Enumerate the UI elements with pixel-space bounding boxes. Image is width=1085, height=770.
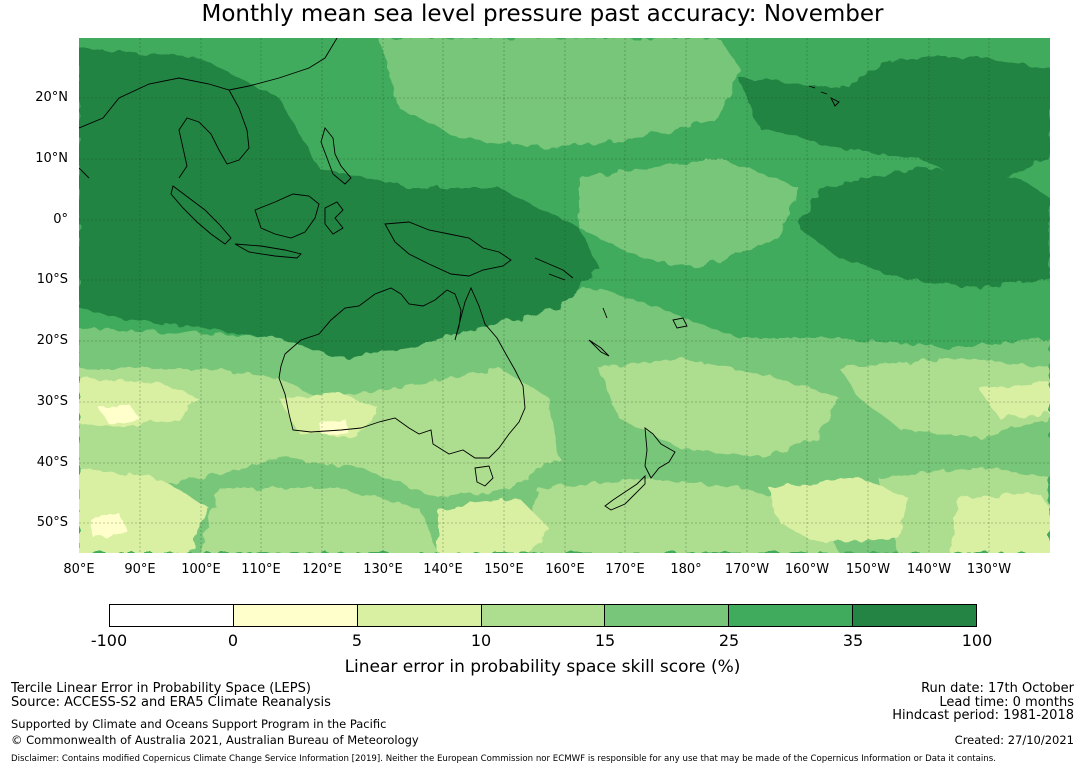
fiji-coast	[672, 317, 688, 329]
lon-label-140e: 140°E	[423, 562, 463, 577]
colorbar-segment	[481, 605, 606, 626]
lat-label-0: 0°	[53, 212, 68, 227]
sulawesi-coast	[324, 201, 344, 235]
new-zealand-south-coast	[604, 474, 646, 511]
footer-created: Created: 27/10/2021	[954, 733, 1074, 747]
colorbar-tick: -100	[90, 631, 128, 650]
colorbar-segment	[729, 605, 854, 626]
colorbar-segment	[605, 605, 730, 626]
new-caledonia-coast	[588, 339, 610, 357]
sumatra-coast	[170, 185, 232, 245]
footer-method: Tercile Linear Error in Probability Spac…	[11, 681, 311, 696]
footer-copyright: © Commonwealth of Australia 2021, Austra…	[11, 733, 419, 747]
lon-label-130w: 130°W	[966, 562, 1012, 577]
lon-label-160w: 160°W	[784, 562, 830, 577]
lon-label-150e: 150°E	[484, 562, 524, 577]
footer-support: Supported by Climate and Oceans Support …	[11, 717, 387, 731]
colorbar-segment	[110, 605, 234, 626]
lon-label-90e: 90°E	[124, 562, 156, 577]
colorbar-tick: 5	[351, 631, 363, 650]
lat-label-20s: 20°S	[36, 333, 68, 348]
colorbar-segment	[233, 605, 358, 626]
lon-label-170e: 170°E	[605, 562, 645, 577]
map-gridlines	[79, 38, 1050, 553]
lon-label-140w: 140°W	[906, 562, 952, 577]
map-canvas	[79, 38, 1050, 553]
colorbar-label: Linear error in probability space skill …	[344, 657, 741, 677]
vanuatu-coast	[602, 307, 608, 319]
lon-label-100e: 100°E	[181, 562, 221, 577]
borneo-coast	[254, 193, 320, 239]
lat-label-10s: 10°S	[36, 272, 68, 287]
colorbar	[109, 604, 977, 627]
lat-label-40s: 40°S	[36, 455, 68, 470]
lon-label-130e: 130°E	[363, 562, 403, 577]
colorbar-tick: 15	[594, 631, 616, 650]
hawaii-coast	[808, 85, 840, 107]
lon-label-150w: 150°W	[845, 562, 891, 577]
colorbar-segment	[853, 605, 977, 626]
lon-label-170w: 170°W	[724, 562, 770, 577]
lat-label-30s: 30°S	[36, 394, 68, 409]
colorbar-tick: 100	[961, 631, 993, 650]
colorbar-tick: 35	[842, 631, 864, 650]
skill-field	[79, 38, 1050, 553]
new-zealand-north-coast	[644, 427, 676, 479]
footer-source: Source: ACCESS-S2 and ERA5 Climate Reana…	[11, 695, 331, 710]
new-guinea-coast	[384, 221, 512, 277]
lon-label-180: 180°	[670, 562, 702, 577]
lon-label-80e: 80°E	[63, 562, 95, 577]
lat-label-10n: 10°N	[35, 151, 68, 166]
lon-label-120e: 120°E	[302, 562, 342, 577]
philippines-coast	[320, 127, 352, 185]
map-title: Monthly mean sea level pressure past acc…	[201, 1, 884, 27]
java-coast	[234, 243, 302, 259]
australia-coast	[278, 286, 526, 459]
colorbar-segment	[357, 605, 482, 626]
footer-disclaimer: Disclaimer: Contains modified Copernicus…	[11, 754, 996, 764]
asia-mainland-coast	[79, 38, 338, 179]
colorbar-tick: 10	[470, 631, 492, 650]
lat-label-20n: 20°N	[35, 90, 68, 105]
footer-lead-time: Lead time: 0 months	[939, 695, 1074, 710]
lat-label-50s: 50°S	[36, 515, 68, 530]
tasmania-coast	[474, 465, 494, 487]
skill-score-map	[79, 38, 1050, 553]
solomon-islands-coast	[534, 257, 574, 281]
colorbar-tick: 0	[227, 631, 239, 650]
colorbar-tick: 25	[718, 631, 740, 650]
footer-run-date: Run date: 17th October	[921, 681, 1074, 696]
footer-hindcast: Hindcast period: 1981-2018	[892, 708, 1074, 723]
lon-label-110e: 110°E	[241, 562, 281, 577]
coastlines	[79, 38, 840, 511]
lon-label-160e: 160°E	[545, 562, 585, 577]
